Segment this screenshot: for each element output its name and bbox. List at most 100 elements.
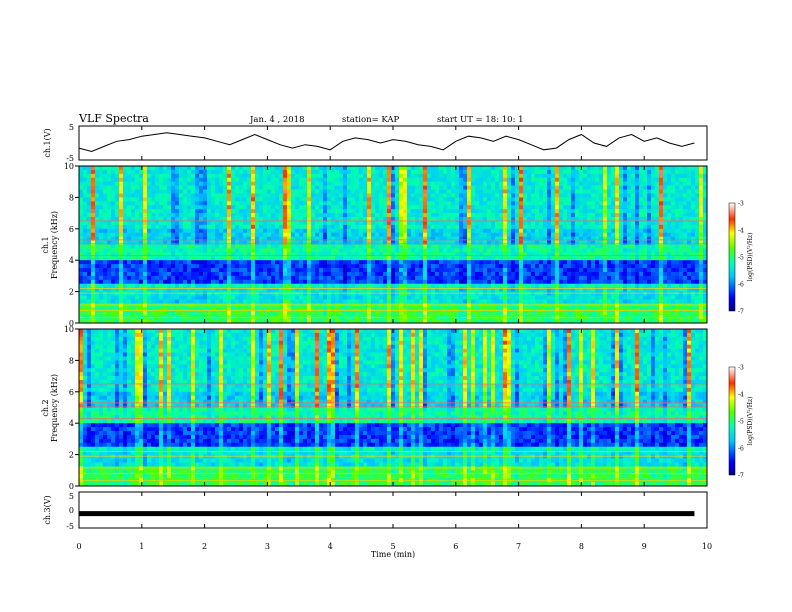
spectrogram-cell — [487, 275, 492, 281]
spectrogram-cell — [187, 271, 192, 277]
spectrogram-cell — [675, 189, 680, 194]
spectrogram-cell — [243, 287, 248, 292]
spectrogram-cell — [683, 197, 688, 202]
spectrogram-cell — [359, 264, 364, 269]
spectrogram-cell — [535, 220, 540, 226]
spectrogram-cell — [623, 232, 628, 237]
spectrogram-cell — [395, 166, 400, 171]
spectrogram-cell — [155, 217, 160, 222]
spectrogram-cell — [527, 201, 532, 206]
spectrogram-cell — [91, 271, 96, 277]
spectrogram-cell — [163, 260, 168, 265]
spectrogram-cell — [483, 275, 488, 281]
spectrogram-cell — [567, 205, 572, 210]
spectrogram-cell — [279, 177, 284, 182]
spectrogram-cell — [207, 181, 212, 186]
spectrogram-cell — [259, 193, 264, 198]
spectrogram-cell — [491, 268, 496, 273]
spectrogram-cell — [495, 264, 500, 269]
spectrogram-cell — [467, 236, 472, 241]
spectrogram-cell — [499, 189, 504, 194]
spectrogram-cell — [507, 240, 512, 245]
spectrogram-cell — [331, 252, 336, 257]
spectrogram-cell — [427, 283, 432, 288]
spectrogram-cell — [515, 279, 520, 285]
spectrogram-cell — [695, 181, 700, 186]
spectrogram-cell — [295, 228, 300, 234]
spectrogram-cell — [395, 268, 400, 273]
spectrogram-cell — [251, 185, 256, 190]
spectrogram-cell — [179, 217, 184, 222]
spectrogram-cell — [263, 236, 268, 241]
spectrogram-cell — [383, 232, 388, 237]
spectrogram-cell — [303, 287, 308, 292]
spectrogram-cell — [375, 240, 380, 245]
spectrogram-cell — [227, 209, 232, 214]
spectrogram-cell — [527, 205, 532, 210]
spectrogram-cell — [247, 177, 252, 182]
spectrogram-cell — [423, 213, 428, 218]
spectrogram-cell — [351, 248, 356, 253]
spectrogram-cell — [91, 193, 96, 198]
spectrogram-cell — [463, 236, 468, 241]
spectrogram-cell — [171, 283, 176, 288]
spectrogram-cell — [443, 181, 448, 186]
spectrogram-cell — [371, 275, 376, 281]
spectrogram-cell — [391, 279, 396, 285]
spectrogram-cell — [347, 283, 352, 288]
spectrogram-cell — [683, 224, 688, 230]
spectrogram-cell — [91, 213, 96, 218]
spectrogram-cell — [379, 169, 384, 175]
spectrogram-cell — [579, 209, 584, 214]
spectrogram-cell — [463, 181, 468, 186]
spectrogram-cell — [275, 240, 280, 245]
spectrogram-cell — [131, 220, 136, 226]
spectrogram-cell — [575, 205, 580, 210]
spectrogram-cell — [415, 240, 420, 245]
spectrogram-cell — [627, 228, 632, 234]
spectrogram-cell — [687, 205, 692, 210]
spectrogram-cell — [267, 213, 272, 218]
spectrogram-cell — [159, 256, 164, 261]
spectrogram-cell — [139, 213, 144, 218]
spectrogram-cell — [439, 189, 444, 194]
spectrogram-cell — [663, 177, 668, 182]
spectrogram-cell — [223, 252, 228, 257]
spectrogram-cell — [223, 169, 228, 175]
spectrogram-cell — [635, 220, 640, 226]
spectrogram-cell — [171, 287, 176, 292]
spectrogram-cell — [451, 240, 456, 245]
spectrogram-cell — [627, 181, 632, 186]
spectrogram-cell — [519, 275, 524, 281]
spectrogram-cell — [159, 173, 164, 179]
spectrogram-cell — [339, 197, 344, 202]
spectrogram-cell — [407, 220, 412, 226]
spectrogram-cell — [143, 240, 148, 245]
spectrogram-cell — [703, 260, 708, 265]
spectrogram-cell — [115, 240, 120, 245]
spectrogram-cell — [563, 201, 568, 206]
spectrogram-cell — [391, 228, 396, 234]
spectrogram-cell — [327, 260, 332, 265]
spectrogram-cell — [559, 240, 564, 245]
spectrogram-cell — [283, 287, 288, 292]
spectrogram-cell — [535, 268, 540, 273]
spectrogram-cell — [511, 166, 516, 171]
spectrogram-cell — [299, 279, 304, 285]
spectrogram-cell — [691, 169, 696, 175]
spectrogram-cell — [143, 177, 148, 182]
spectrogram-cell — [651, 197, 656, 202]
spectrogram-cell — [259, 217, 264, 222]
spectrogram-cell — [207, 268, 212, 273]
spectrogram-cell — [543, 185, 548, 190]
spectrogram-cell — [115, 264, 120, 269]
spectrogram-cell — [575, 283, 580, 288]
spectrogram-cell — [299, 181, 304, 186]
spectrogram-cell — [691, 264, 696, 269]
spectrogram-cell — [359, 271, 364, 277]
spectrogram-cell — [159, 193, 164, 198]
spectrogram-cell — [83, 213, 88, 218]
spectrogram-cell — [307, 185, 312, 190]
spectrogram-cell — [259, 228, 264, 234]
spectrogram-cell — [287, 271, 292, 277]
